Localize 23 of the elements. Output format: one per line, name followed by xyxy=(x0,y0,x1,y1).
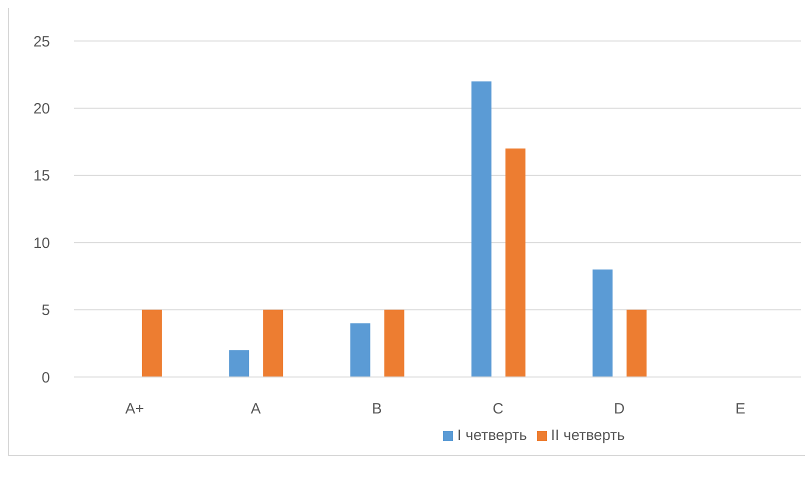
bar xyxy=(384,310,404,377)
y-tick-label: 10 xyxy=(33,234,50,252)
x-tick-label: A xyxy=(250,400,261,418)
bar xyxy=(263,310,284,377)
x-tick-label: C xyxy=(492,400,504,418)
bar xyxy=(592,269,613,377)
bar xyxy=(626,310,647,377)
y-tick-label: 25 xyxy=(33,33,50,50)
bar xyxy=(471,81,492,377)
bar xyxy=(142,310,162,377)
bar xyxy=(350,323,370,377)
legend-label: II четверть xyxy=(550,427,625,444)
bar xyxy=(505,148,526,377)
x-tick-label: D xyxy=(614,400,625,418)
x-tick-label: A+ xyxy=(125,400,144,418)
y-tick-label: 0 xyxy=(42,369,50,386)
x-tick-label: E xyxy=(735,400,746,418)
y-tick-label: 15 xyxy=(33,168,50,185)
y-tick-label: 5 xyxy=(42,302,50,320)
bar xyxy=(229,350,250,377)
x-tick-label: B xyxy=(372,400,382,418)
y-tick-label: 20 xyxy=(33,100,50,118)
legend-label: I четверть xyxy=(457,427,527,444)
